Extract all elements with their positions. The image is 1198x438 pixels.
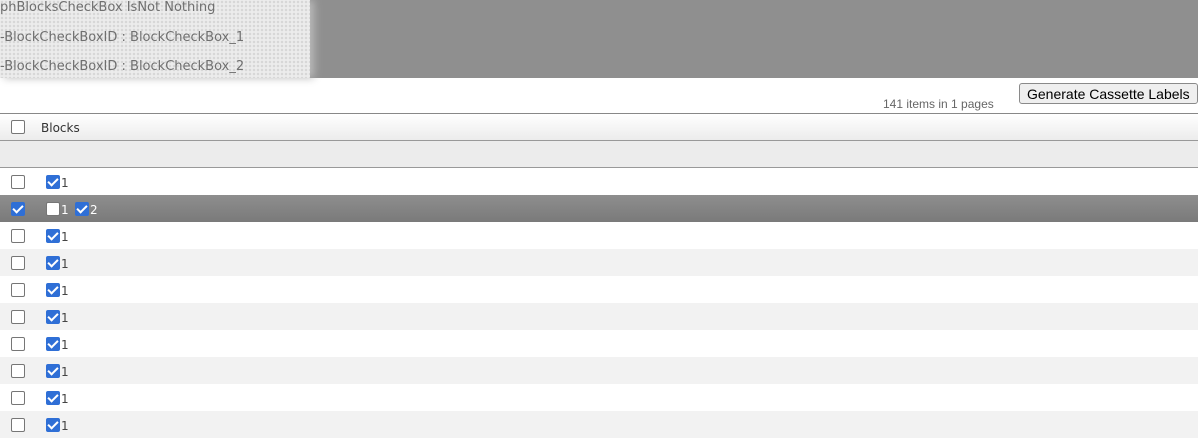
debug-line: -BlockCheckBoxID : BlockCheckBox_2 — [0, 59, 245, 74]
block-label: 1 — [61, 284, 69, 298]
table-row[interactable]: 1 — [0, 249, 1198, 276]
row-select-checkbox[interactable] — [11, 364, 25, 378]
row-select-checkbox[interactable] — [11, 337, 25, 351]
block-checkbox[interactable] — [46, 391, 60, 405]
block-label: 1 — [61, 338, 69, 352]
row-select-checkbox[interactable] — [11, 283, 25, 297]
item-count: 141 items in 1 pages — [883, 97, 994, 111]
table-row[interactable]: 1 — [0, 357, 1198, 384]
row-select-checkbox[interactable] — [11, 418, 25, 432]
block-label: 1 — [61, 311, 69, 325]
table-row[interactable]: 1 — [0, 411, 1198, 438]
block-label: 1 — [61, 257, 69, 271]
table-row[interactable]: 1 — [0, 276, 1198, 303]
block-checkbox[interactable] — [46, 229, 60, 243]
block-label: 1 — [61, 176, 69, 190]
table-row[interactable]: 1 — [0, 384, 1198, 411]
debug-text-panel: phBlocksCheckBox IsNot Nothing -BlockChe… — [0, 0, 310, 78]
block-checkbox[interactable] — [46, 175, 60, 189]
row-select-checkbox[interactable] — [11, 202, 25, 216]
row-select-checkbox[interactable] — [11, 310, 25, 324]
debug-banner: phBlocksCheckBox IsNot Nothing -BlockChe… — [0, 0, 1198, 78]
block-label: 1 — [61, 392, 69, 406]
block-label: 1 — [61, 419, 69, 433]
filter-row — [0, 141, 1198, 168]
row-select-checkbox[interactable] — [11, 175, 25, 189]
block-label: 1 — [61, 203, 69, 217]
block-label: 1 — [61, 365, 69, 379]
row-select-checkbox[interactable] — [11, 256, 25, 270]
grid-header: Blocks — [0, 113, 1198, 141]
block-checkbox[interactable] — [46, 418, 60, 432]
block-label: 2 — [90, 203, 98, 217]
table-row[interactable]: 1 — [0, 303, 1198, 330]
block-checkbox[interactable] — [46, 337, 60, 351]
column-header-blocks[interactable]: Blocks — [41, 121, 80, 135]
table-row[interactable]: 1 — [0, 330, 1198, 357]
block-checkbox[interactable] — [46, 364, 60, 378]
block-checkbox[interactable] — [75, 202, 89, 216]
block-checkbox[interactable] — [46, 283, 60, 297]
table-row[interactable]: 1 — [0, 168, 1198, 195]
row-select-checkbox[interactable] — [11, 229, 25, 243]
block-checkbox[interactable] — [46, 310, 60, 324]
table-row[interactable]: 1 — [0, 222, 1198, 249]
block-label: 1 — [61, 230, 69, 244]
block-checkbox[interactable] — [46, 202, 60, 216]
select-all-checkbox[interactable] — [11, 120, 25, 134]
row-select-checkbox[interactable] — [11, 391, 25, 405]
block-checkbox[interactable] — [46, 256, 60, 270]
generate-cassette-labels-button[interactable]: Generate Cassette Labels — [1019, 83, 1198, 104]
debug-line: -BlockCheckBoxID : BlockCheckBox_1 — [0, 30, 245, 45]
debug-line: phBlocksCheckBox IsNot Nothing — [0, 0, 216, 15]
